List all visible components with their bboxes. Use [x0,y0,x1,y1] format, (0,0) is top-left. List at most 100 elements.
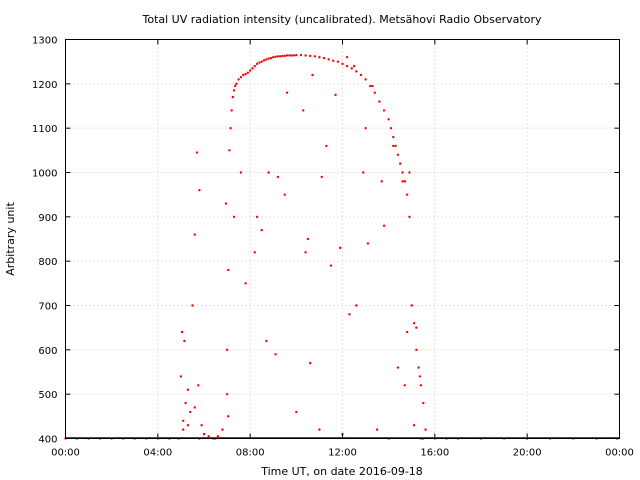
data-point [216,435,220,438]
y-tick-label: 800 [38,257,57,268]
data-point [285,54,289,57]
data-point [408,171,411,174]
data-point [255,62,259,66]
data-point [207,435,210,438]
data-point [382,109,386,112]
data-point [232,89,236,92]
data-point [327,58,330,61]
data-point [396,366,400,369]
data-point [274,55,277,58]
data-point [350,67,353,70]
data-point [244,72,247,76]
data-point [225,348,229,352]
data-point [318,428,321,431]
data-point [362,171,365,174]
data-point [184,401,187,405]
data-point [415,348,418,352]
data-point [348,313,351,316]
data-point [341,62,344,66]
data-point [295,410,298,414]
data-points [64,53,620,440]
data-point [244,282,247,285]
y-tick-label: 1200 [32,80,57,91]
data-point [258,61,261,64]
data-point [382,224,386,227]
data-point [345,64,349,68]
data-point [320,175,323,179]
data-point [255,215,259,219]
y-tick-label: 1000 [32,169,57,180]
data-point [396,153,400,156]
data-point [242,73,245,77]
data-point [392,135,395,139]
data-point [334,93,337,97]
data-point [369,84,372,88]
data-point [191,304,194,307]
data-point [292,54,296,57]
data-point [380,180,383,183]
data-point [389,126,393,130]
data-point [182,428,185,431]
data-point [246,71,250,74]
data-point [306,237,310,241]
data-point [269,56,273,60]
data-point [265,58,268,61]
data-point [403,180,407,183]
data-point [403,384,407,387]
data-point [227,415,230,418]
data-point [412,424,416,427]
data-point [267,171,270,174]
data-point [422,401,425,405]
data-point [338,246,342,250]
data-point [352,64,356,68]
data-point [227,268,230,272]
data-point [417,366,420,369]
data-point [272,56,275,59]
data-point [410,304,413,307]
x-axis-label: Time UT, on date 2016-09-18 [260,465,423,478]
data-point [276,175,280,179]
data-point [197,384,200,387]
y-tick-label: 600 [38,346,57,357]
data-point [401,180,404,183]
data-point [401,171,404,174]
data-point [233,84,237,88]
data-point [336,60,340,63]
data-point [378,100,381,103]
x-axis-ticks: 00:00 04:00 08:00 12:00 16:00 20:00 00:00 [51,39,634,459]
data-point [262,59,266,62]
x-tick-label: 04:00 [143,448,172,459]
data-point [248,69,252,72]
data-point [366,242,370,245]
data-point [415,326,418,329]
data-point [193,406,196,409]
data-point [278,55,282,58]
x-tick-label: 16:00 [420,448,449,459]
data-point [288,54,291,57]
data-point [265,339,268,343]
data-point [267,57,270,60]
data-point [180,330,184,334]
data-point [276,55,280,58]
y-tick-label: 1300 [32,36,57,47]
x-tick-label: 00:00 [605,448,634,459]
data-point [399,162,402,165]
data-point [231,95,235,99]
data-point [253,64,256,68]
x-tick-label: 00:00 [51,448,80,459]
data-point [308,54,312,58]
data-point [230,109,233,112]
data-point [299,53,303,57]
data-point [290,54,293,57]
data-point [186,388,190,391]
data-point [283,193,286,196]
data-point [412,322,416,325]
y-tick-label: 400 [38,435,57,446]
y-axis-label: Arbitrary unit [4,202,17,276]
data-point [179,375,183,378]
chart-title: Total UV radiation intensity (uncalibrat… [142,13,542,26]
x-tick-label: 08:00 [236,448,265,459]
data-point [260,60,263,63]
data-point [232,215,236,219]
data-point [373,91,377,94]
